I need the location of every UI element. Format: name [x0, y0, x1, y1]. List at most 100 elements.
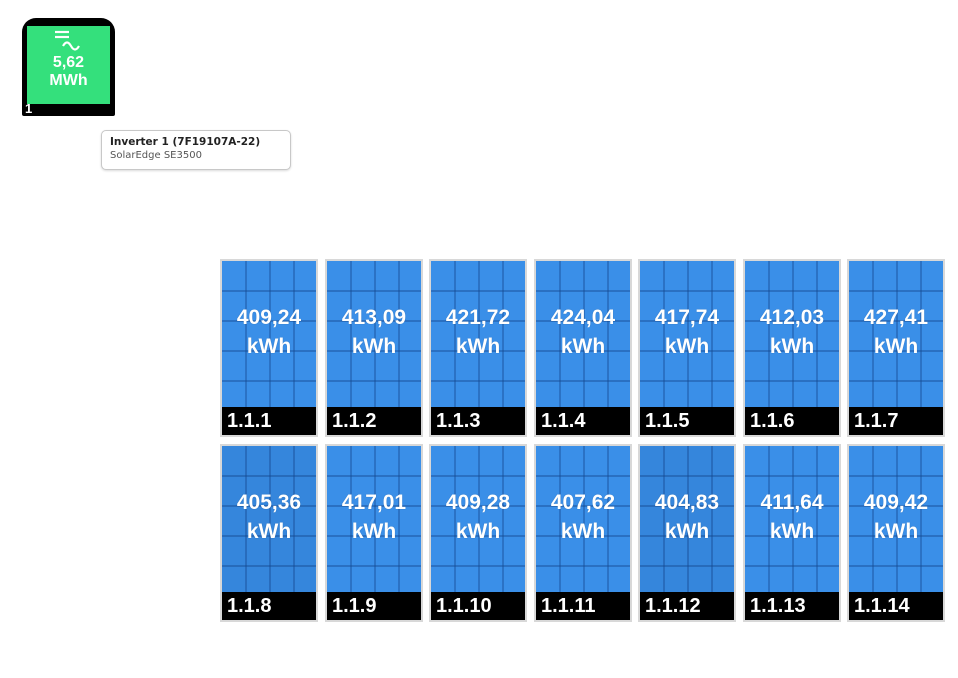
panel-energy-value: 424,04: [550, 306, 616, 329]
inverter-screen: 5,62 MWh: [27, 26, 110, 104]
panel-energy-unit: kWh: [769, 520, 815, 543]
solar-panel-surface: 409,42 kWh 1.1.14: [849, 446, 943, 620]
panel-id-label: 1.1.10: [431, 592, 525, 620]
panel-energy: 409,28 kWh: [431, 488, 525, 546]
panel-id-label: 1.1.6: [745, 407, 839, 435]
panel-energy: 427,41 kWh: [849, 303, 943, 361]
panel-energy-value: 427,41: [863, 306, 929, 329]
panel-id-label: 1.1.12: [640, 592, 734, 620]
panel-energy-value: 412,03: [759, 306, 825, 329]
inverter-tile[interactable]: 5,62 MWh 1: [22, 18, 115, 116]
panel-energy: 413,09 kWh: [327, 303, 421, 361]
solar-panel-surface: 411,64 kWh 1.1.13: [745, 446, 839, 620]
solar-panel[interactable]: 417,74 kWh 1.1.5: [638, 259, 736, 437]
panel-id-label: 1.1.2: [327, 407, 421, 435]
panel-cells-grid: [536, 446, 630, 594]
panel-energy-unit: kWh: [560, 335, 606, 358]
panel-energy-value: 413,09: [341, 306, 407, 329]
panel-energy-value: 405,36: [236, 491, 302, 514]
panel-energy: 404,83 kWh: [640, 488, 734, 546]
panel-cells-grid: [640, 446, 734, 594]
panel-cells-grid: [745, 261, 839, 409]
inverter-number: 1: [25, 101, 33, 116]
solar-panel[interactable]: 409,42 kWh 1.1.14: [847, 444, 945, 622]
panel-energy-unit: kWh: [351, 520, 397, 543]
solar-panel[interactable]: 404,83 kWh 1.1.12: [638, 444, 736, 622]
panel-energy: 409,24 kWh: [222, 303, 316, 361]
solar-panel-surface: 405,36 kWh 1.1.8: [222, 446, 316, 620]
inverter-info-card: Inverter 1 (7F19107A-22) SolarEdge SE350…: [101, 130, 291, 170]
inverter-energy-value: 5,62: [52, 54, 85, 71]
panel-id-label: 1.1.1: [222, 407, 316, 435]
solar-panel-surface: 417,74 kWh 1.1.5: [640, 261, 734, 435]
inverter-info-title: Inverter 1 (7F19107A-22): [110, 136, 261, 148]
solar-panel-surface: 409,28 kWh 1.1.10: [431, 446, 525, 620]
solar-panel-surface: 421,72 kWh 1.1.3: [431, 261, 525, 435]
solar-panel[interactable]: 405,36 kWh 1.1.8: [220, 444, 318, 622]
panel-id-label: 1.1.4: [536, 407, 630, 435]
panel-energy: 417,74 kWh: [640, 303, 734, 361]
panel-cells-grid: [640, 261, 734, 409]
panel-energy: 412,03 kWh: [745, 303, 839, 361]
panel-cells-grid: [222, 446, 316, 594]
panel-energy: 407,62 kWh: [536, 488, 630, 546]
panel-energy-value: 404,83: [654, 491, 720, 514]
panel-cells-grid: [431, 261, 525, 409]
panel-cells-grid: [431, 446, 525, 594]
solar-panel[interactable]: 407,62 kWh 1.1.11: [534, 444, 632, 622]
panel-energy: 409,42 kWh: [849, 488, 943, 546]
panel-id-label: 1.1.5: [640, 407, 734, 435]
panel-cells-grid: [222, 261, 316, 409]
panel-energy: 411,64 kWh: [745, 488, 839, 546]
panel-energy: 417,01 kWh: [327, 488, 421, 546]
panel-energy-unit: kWh: [873, 335, 919, 358]
panel-energy-unit: kWh: [873, 520, 919, 543]
dc-to-ac-icon: [55, 30, 80, 51]
panel-energy-value: 407,62: [550, 491, 616, 514]
panel-energy-unit: kWh: [664, 335, 710, 358]
panel-energy-unit: kWh: [455, 335, 501, 358]
solar-panel[interactable]: 411,64 kWh 1.1.13: [743, 444, 841, 622]
solar-panel[interactable]: 421,72 kWh 1.1.3: [429, 259, 527, 437]
solar-panel-surface: 407,62 kWh 1.1.11: [536, 446, 630, 620]
panel-energy-value: 409,42: [863, 491, 929, 514]
panel-energy-value: 411,64: [760, 491, 824, 514]
panel-energy-value: 417,74: [654, 306, 720, 329]
solar-panel[interactable]: 409,24 kWh 1.1.1: [220, 259, 318, 437]
inverter-energy-unit: MWh: [49, 72, 88, 89]
panel-cells-grid: [536, 261, 630, 409]
panel-energy-unit: kWh: [664, 520, 710, 543]
solar-panel-surface: 409,24 kWh 1.1.1: [222, 261, 316, 435]
panel-energy-value: 409,28: [445, 491, 511, 514]
solar-panel[interactable]: 409,28 kWh 1.1.10: [429, 444, 527, 622]
panel-cells-grid: [849, 261, 943, 409]
solar-panel[interactable]: 413,09 kWh 1.1.2: [325, 259, 423, 437]
inverter-info-model: SolarEdge SE3500: [110, 150, 202, 161]
panel-energy-value: 409,24: [236, 306, 302, 329]
panel-id-label: 1.1.7: [849, 407, 943, 435]
panel-energy-unit: kWh: [455, 520, 501, 543]
solar-panel[interactable]: 417,01 kWh 1.1.9: [325, 444, 423, 622]
panel-id-label: 1.1.13: [745, 592, 839, 620]
solar-panel-surface: 413,09 kWh 1.1.2: [327, 261, 421, 435]
panel-energy-unit: kWh: [560, 520, 606, 543]
panel-cells-grid: [327, 446, 421, 594]
panel-energy: 421,72 kWh: [431, 303, 525, 361]
solar-panel[interactable]: 412,03 kWh 1.1.6: [743, 259, 841, 437]
solar-panel-surface: 417,01 kWh 1.1.9: [327, 446, 421, 620]
solar-panel-surface: 404,83 kWh 1.1.12: [640, 446, 734, 620]
panel-id-label: 1.1.11: [536, 592, 630, 620]
inverter-energy: 5,62 MWh: [27, 54, 110, 90]
solar-panel[interactable]: 424,04 kWh 1.1.4: [534, 259, 632, 437]
panel-cells-grid: [849, 446, 943, 594]
solar-panel[interactable]: 427,41 kWh 1.1.7: [847, 259, 945, 437]
panel-id-label: 1.1.3: [431, 407, 525, 435]
panel-energy: 405,36 kWh: [222, 488, 316, 546]
panel-cells-grid: [327, 261, 421, 409]
panel-energy-value: 417,01: [341, 491, 407, 514]
panel-energy: 424,04 kWh: [536, 303, 630, 361]
panel-energy-value: 421,72: [445, 306, 511, 329]
panel-energy-unit: kWh: [246, 520, 292, 543]
panel-id-label: 1.1.9: [327, 592, 421, 620]
solar-panel-surface: 427,41 kWh 1.1.7: [849, 261, 943, 435]
